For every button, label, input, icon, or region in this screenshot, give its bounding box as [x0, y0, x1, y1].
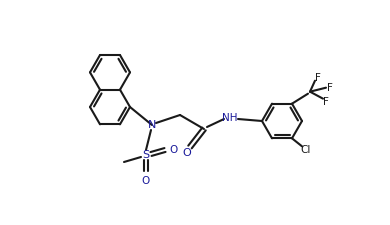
- Text: N: N: [148, 120, 156, 130]
- Text: NH: NH: [222, 113, 238, 123]
- Text: F: F: [323, 97, 329, 107]
- Text: O: O: [142, 176, 150, 186]
- Text: Cl: Cl: [301, 145, 311, 155]
- Text: O: O: [169, 145, 177, 155]
- Text: F: F: [327, 83, 333, 93]
- Text: F: F: [315, 73, 321, 83]
- Text: O: O: [183, 148, 191, 158]
- Text: S: S: [142, 150, 149, 160]
